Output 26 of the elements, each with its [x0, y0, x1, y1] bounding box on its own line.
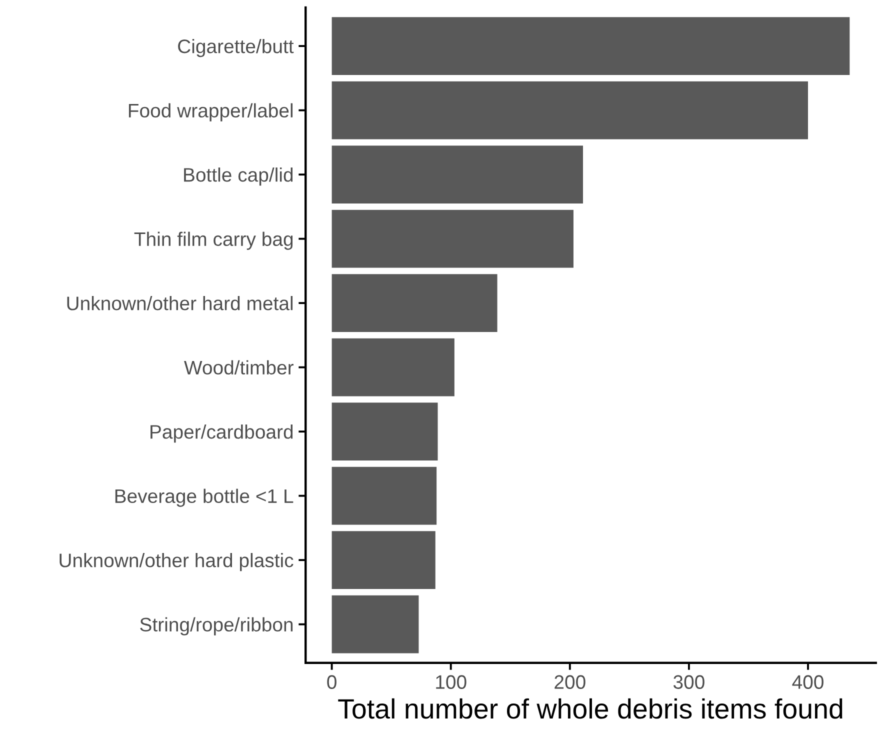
y-tick-label: Wood/timber — [184, 360, 294, 375]
y-tick-label: String/rope/ribbon — [140, 617, 293, 636]
bar — [332, 466, 437, 525]
bar — [332, 338, 454, 396]
bar — [332, 402, 438, 460]
x-tick-label: 400 — [792, 675, 824, 689]
bar — [332, 274, 498, 332]
bar — [332, 81, 808, 140]
y-tick-label: Beverage bottle <1 L — [115, 488, 294, 507]
bar — [332, 146, 583, 204]
y-tick-label: Unknown/other hard metal — [67, 296, 293, 310]
y-tick-label: Thin film carry bag — [134, 232, 293, 250]
bar — [332, 531, 436, 589]
y-tick-label: Cigarette/butt — [178, 38, 294, 58]
x-tick-label: 200 — [554, 675, 586, 689]
y-tick-label: Paper/cardboard — [150, 424, 293, 443]
y-tick-label: Food wrapper/label — [128, 103, 293, 122]
bar — [332, 17, 850, 75]
bar — [332, 210, 574, 268]
bar — [332, 595, 419, 654]
x-tick-label: 0 — [327, 675, 336, 689]
x-tick-label: 100 — [436, 675, 466, 689]
y-tick-label: Bottle cap/lid — [184, 168, 293, 186]
x-axis-title: Total number of whole debris items found — [338, 698, 842, 719]
x-tick-label: 300 — [673, 675, 704, 689]
y-tick-label: Unknown/other hard plastic — [60, 553, 294, 572]
